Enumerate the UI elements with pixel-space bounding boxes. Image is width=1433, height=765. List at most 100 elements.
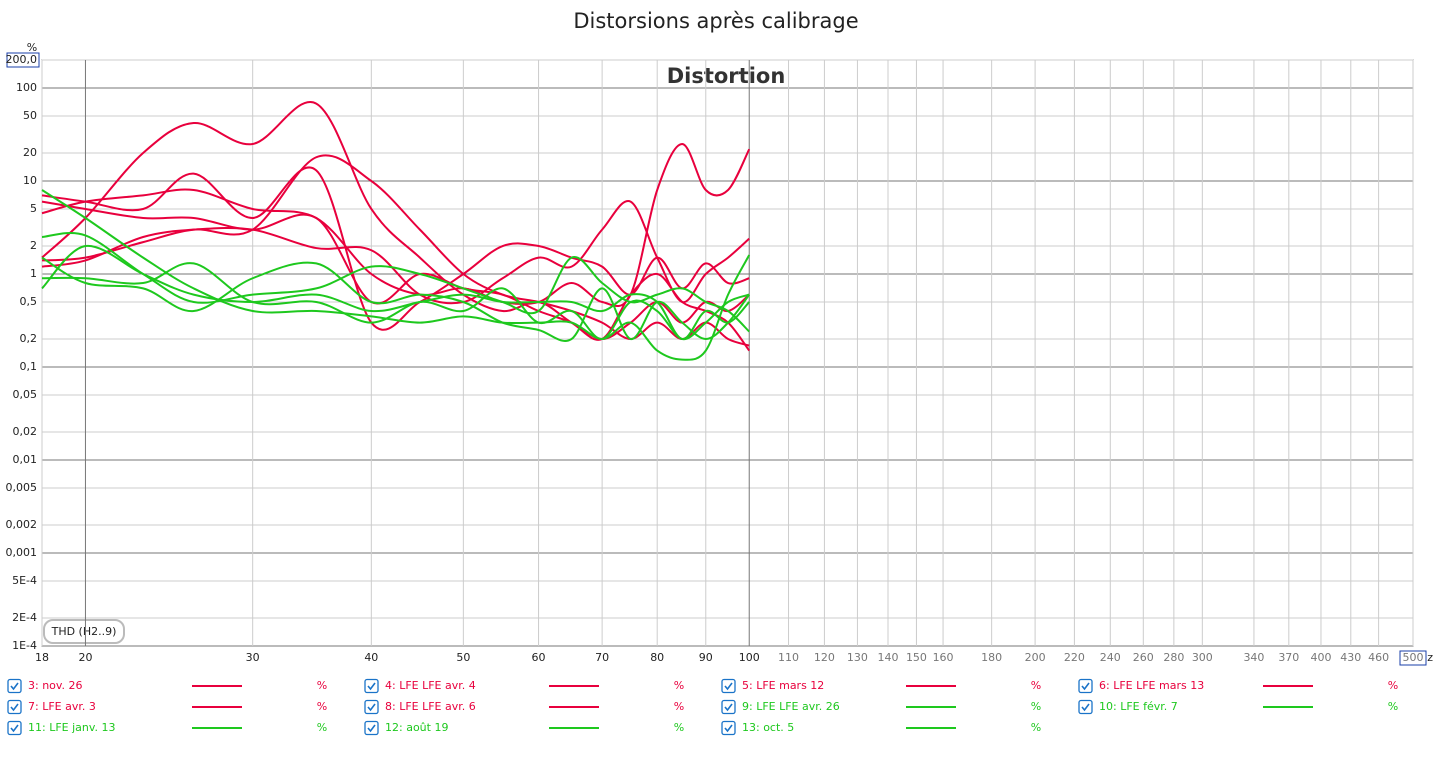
x-tick-label: 60	[532, 651, 546, 664]
x-tick-label: 30	[246, 651, 260, 664]
annotation-box	[43, 619, 125, 644]
x-tick-label: 300	[1192, 651, 1213, 664]
y-tick-label: 5E-4	[12, 574, 37, 587]
y-tick-label: 1	[30, 267, 37, 280]
legend-unit: %	[1388, 679, 1398, 692]
x-tick-label: 130	[847, 651, 868, 664]
chart-title: Distorsions après calibrage	[573, 9, 858, 33]
x-tick-label: 500	[1403, 651, 1424, 664]
y-tick-label: 0,05	[13, 388, 38, 401]
legend-checkbox[interactable]	[721, 699, 736, 715]
legend-unit: %	[1031, 700, 1041, 713]
x-tick-label: 430	[1340, 651, 1361, 664]
legend-label: 13: oct. 5	[742, 721, 794, 734]
x-tick-label: 260	[1133, 651, 1154, 664]
legend-checkmark	[1081, 682, 1090, 691]
legend-checkmark	[367, 703, 376, 712]
legend-checkbox[interactable]	[7, 699, 22, 715]
legend-unit: %	[317, 679, 327, 692]
legend-checkmark	[10, 682, 19, 691]
legend-checkmark	[10, 724, 19, 733]
x-tick-label: 150	[906, 651, 927, 664]
x-tick-label: 160	[933, 651, 954, 664]
y-tick-label: 1E-4	[12, 639, 37, 652]
plot-area	[41, 59, 1414, 647]
plot-header: Distortion	[667, 64, 786, 88]
legend-label: 8: LFE LFE avr. 6	[385, 700, 476, 713]
y-tick-label: 50	[23, 109, 37, 122]
x-tick-label: 90	[699, 651, 713, 664]
y-tick-label: 200,0	[6, 53, 38, 66]
legend-checkbox[interactable]	[364, 678, 379, 694]
x-tick-label: 140	[877, 651, 898, 664]
y-tick-label: 0,1	[20, 360, 38, 373]
series-line	[41, 244, 750, 340]
x-tick-label: 220	[1064, 651, 1085, 664]
x-tick-label: 340	[1243, 651, 1264, 664]
x-tick-label: 100	[739, 651, 760, 664]
x-tick-label: 80	[650, 651, 664, 664]
x-tick-label: 18	[35, 651, 49, 664]
legend-checkmark	[1081, 703, 1090, 712]
x-tick-label: 50	[456, 651, 470, 664]
legend-unit: %	[317, 721, 327, 734]
legend-label: 12: août 19	[385, 721, 448, 734]
y-tick-label: 0,002	[6, 518, 38, 531]
y-tick-label: 0,001	[6, 546, 38, 559]
series-line	[41, 200, 750, 305]
x-tick-label: 20	[78, 651, 92, 664]
legend-checkmark	[367, 682, 376, 691]
x-tick-label: 110	[778, 651, 799, 664]
legend-checkbox[interactable]	[364, 720, 379, 736]
legend-unit: %	[674, 700, 684, 713]
x-tick-label: 280	[1163, 651, 1184, 664]
legend-checkbox[interactable]	[7, 678, 22, 694]
x-tick-label: 180	[981, 651, 1002, 664]
legend-unit: %	[674, 721, 684, 734]
x-tick-label: 120	[814, 651, 835, 664]
legend-checkmark	[10, 703, 19, 712]
annotation: THD (H2..9)	[51, 625, 117, 638]
legend-unit: %	[1388, 700, 1398, 713]
y-limit-box	[6, 52, 40, 68]
series-line	[41, 256, 751, 342]
legend-checkmark	[724, 724, 733, 733]
x-tick-label: 240	[1100, 651, 1121, 664]
legend-label: 9: LFE LFE avr. 26	[742, 700, 840, 713]
x-tick-label: 370	[1278, 651, 1299, 664]
legend-label: 6: LFE LFE mars 13	[1099, 679, 1204, 692]
legend-label: 4: LFE LFE avr. 4	[385, 679, 476, 692]
x-tick-label: 200	[1025, 651, 1046, 664]
x-tick-label: 460	[1368, 651, 1389, 664]
legend-label: 5: LFE mars 12	[742, 679, 824, 692]
y-tick-label: 2E-4	[12, 611, 37, 624]
legend-label: 10: LFE févr. 7	[1099, 700, 1178, 713]
y-tick-label: 0,02	[13, 425, 38, 438]
y-tick-label: 0,5	[20, 295, 38, 308]
series-line	[41, 166, 750, 331]
legend-checkbox[interactable]	[364, 699, 379, 715]
legend-checkbox[interactable]	[721, 678, 736, 694]
legend-checkbox[interactable]	[721, 720, 736, 736]
legend-unit: %	[317, 700, 327, 713]
y-tick-label: 0,01	[13, 453, 38, 466]
y-tick-label: 10	[23, 174, 37, 187]
y-tick-label: 20	[23, 146, 37, 159]
legend-label: 11: LFE janv. 13	[28, 721, 116, 734]
legend-checkbox[interactable]	[1078, 678, 1093, 694]
y-tick-label: 100	[16, 81, 37, 94]
legend-unit: %	[1031, 721, 1041, 734]
legend-checkmark	[724, 682, 733, 691]
x-tick-label: 40	[364, 651, 378, 664]
x-limit-box	[1399, 650, 1427, 666]
legend-checkbox[interactable]	[7, 720, 22, 736]
x-tick-label: 70	[595, 651, 609, 664]
x-tick-label: 400	[1310, 651, 1331, 664]
y-tick-label: 0,005	[6, 481, 38, 494]
legend-unit: %	[1031, 679, 1041, 692]
y-tick-label: 2	[30, 239, 37, 252]
y-unit: %	[27, 41, 37, 54]
legend-checkbox[interactable]	[1078, 699, 1093, 715]
